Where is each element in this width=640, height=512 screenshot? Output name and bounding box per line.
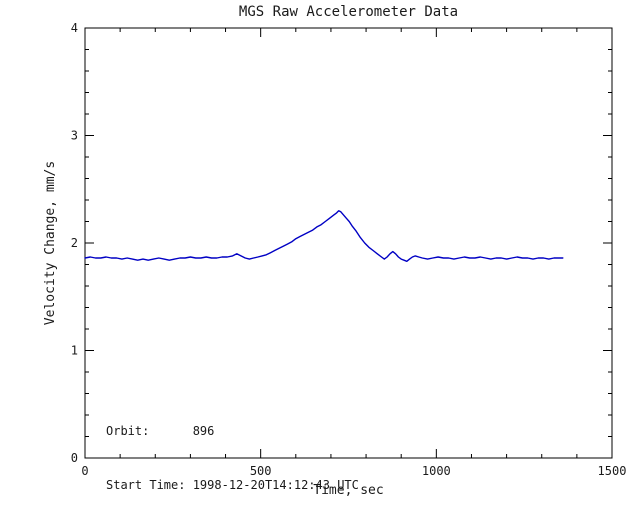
x-tick-label: 500	[250, 464, 272, 478]
y-tick-label: 4	[71, 21, 78, 35]
x-tick-label: 1000	[422, 464, 451, 478]
x-axis-label: Time, sec	[313, 483, 383, 498]
annotation-block: Orbit: 896 Start Time: 1998-12-20T14:12:…	[106, 386, 359, 512]
x-tick-label: 1500	[598, 464, 627, 478]
annotation-start-time: Start Time: 1998-12-20T14:12:43 UTC	[106, 478, 359, 492]
y-tick-label: 3	[71, 129, 78, 143]
annotation-orbit: Orbit: 896	[106, 424, 215, 438]
y-axis-label: Velocity Change, mm/s	[43, 161, 58, 325]
x-tick-label: 0	[81, 464, 88, 478]
y-tick-label: 1	[71, 344, 78, 358]
y-tick-label: 0	[71, 451, 78, 465]
data-line-group	[84, 210, 564, 262]
chart-title: MGS Raw Accelerometer Data	[239, 4, 458, 20]
data-line	[84, 210, 564, 262]
y-tick-label: 2	[71, 236, 78, 250]
plot-frame-group: 0 500 1000 1500 0 1 2 3 4	[71, 21, 627, 478]
